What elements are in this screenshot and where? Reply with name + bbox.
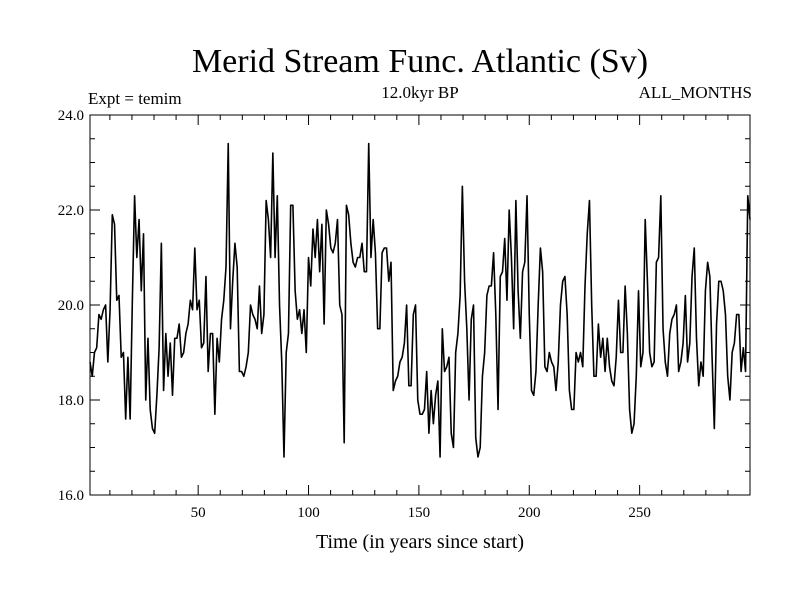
x-tick-label: 150 bbox=[408, 505, 431, 521]
y-axis: 16.0 18.0 20.0 22.0 24.0 bbox=[58, 108, 750, 504]
x-axis-label: Time (in years since start) bbox=[316, 531, 524, 553]
y-tick-label: 24.0 bbox=[58, 108, 84, 124]
series-line bbox=[89, 142, 751, 458]
x-tick-label: 200 bbox=[518, 505, 541, 521]
y-tick-label: 22.0 bbox=[58, 203, 84, 219]
x-tick-label: 100 bbox=[297, 505, 320, 521]
period-label: 12.0kyr BP bbox=[381, 83, 458, 102]
series-layer bbox=[89, 142, 751, 458]
chart-title: Merid Stream Func. Atlantic (Sv) bbox=[192, 43, 648, 80]
y-tick-label: 20.0 bbox=[58, 298, 84, 314]
x-axis: 50 100 150 200 250 bbox=[109, 115, 729, 521]
y-tick-label: 18.0 bbox=[58, 393, 84, 409]
x-tick-label: 50 bbox=[191, 505, 206, 521]
plot-frame bbox=[89, 114, 751, 496]
months-label: ALL_MONTHS bbox=[639, 83, 752, 102]
y-tick-label: 16.0 bbox=[58, 488, 84, 504]
x-tick-label: 250 bbox=[628, 505, 651, 521]
experiment-label: Expt = temim bbox=[88, 89, 182, 108]
